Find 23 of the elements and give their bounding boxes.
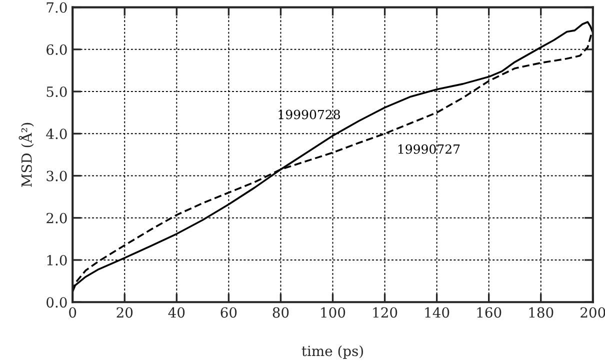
x-tick-label: 140 [425,307,450,318]
y-tick-label: 5.0 [46,86,67,97]
x-tick-label: 0 [69,307,76,318]
x-tick-label: 40 [168,307,185,318]
y-tick-label: 6.0 [46,44,67,55]
series-label: 19990727 [398,144,460,154]
x-tick-label: 20 [116,307,133,318]
y-axis-title: MSD (Å²) [18,122,34,187]
x-tick-label: 180 [529,307,554,318]
x-tick-label: 80 [272,307,289,318]
y-tick-label: 4.0 [46,128,67,140]
y-tick-label: 2.0 [46,212,67,224]
x-tick-label: 200 [580,307,605,318]
series-label: 19990728 [278,110,340,120]
y-tick-label: 0.0 [46,297,67,308]
x-tick-label: 60 [220,307,237,318]
y-tick-label: 1.0 [47,254,67,266]
x-tick-label: 160 [477,307,502,318]
x-axis-title: time (ps) [302,345,363,359]
x-tick-label: 100 [321,307,346,318]
y-tick-label: 7.0 [46,2,67,13]
x-tick-label: 120 [373,307,398,318]
y-tick-label: 3.0 [46,170,67,182]
